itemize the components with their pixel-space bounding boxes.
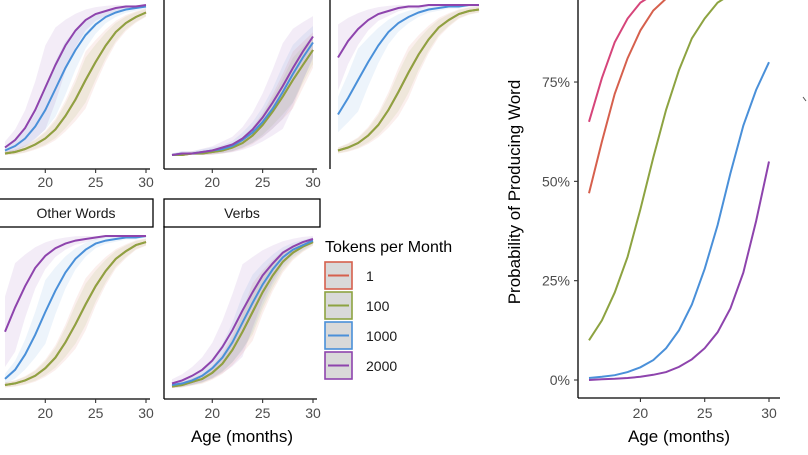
x-tick-label: 20: [204, 174, 220, 190]
x-tick-label: 30: [305, 405, 321, 421]
facet-panel-4: 20 25 30: [163, 226, 321, 421]
y-tick-label: 50%: [542, 173, 570, 189]
series-line-1000: [171, 239, 314, 386]
x-tick-label: 25: [88, 405, 104, 421]
right-panel: 0% 25% 50% 75% 20 25 30: [542, 0, 807, 421]
series-line-unlabeled: [588, 0, 647, 123]
series-line-1: [588, 0, 667, 194]
ribbon-100: [5, 8, 146, 156]
ribbon-100: [5, 238, 146, 388]
ribbon-1: [338, 6, 479, 154]
series-line-100: [171, 241, 314, 388]
series-line-1000: [4, 235, 147, 380]
series-line-1000: [4, 5, 147, 152]
series-line-1000: [337, 4, 479, 116]
legend-label-1000: 1000: [366, 328, 397, 344]
series-line-1000: [588, 61, 770, 379]
facet-panel-1: 20 25 30: [163, 0, 321, 190]
series-line-2000: [4, 4, 147, 149]
x-tick-label: 30: [138, 405, 154, 421]
legend-label-100: 100: [366, 298, 390, 314]
x-tick-label: 20: [633, 405, 649, 421]
facet-panel-0: 20 25 30: [0, 4, 154, 190]
legend-title: Tokens per Month: [325, 239, 452, 256]
ribbon-1: [5, 238, 146, 388]
ribbon-1000: [338, 5, 479, 133]
series-line-2000: [588, 161, 770, 381]
x-tick-label: 30: [138, 174, 154, 190]
series-line-100: [4, 11, 147, 155]
facet-strip-other-words: Other Words: [0, 198, 154, 228]
edge-mark: [802, 96, 807, 102]
ribbon-100: [172, 35, 313, 155]
x-tick-label: 25: [88, 174, 104, 190]
x-tick-label: 30: [305, 174, 321, 190]
ribbon-100: [172, 238, 313, 388]
series-line-2000: [4, 235, 146, 333]
right-panel-lines: [588, 0, 770, 381]
facet-title-other-words: Other Words: [36, 205, 115, 221]
x-tick-label: 20: [37, 174, 53, 190]
x-tick-label: 25: [697, 405, 713, 421]
ribbon-1: [5, 8, 146, 155]
series-line-2000: [171, 35, 314, 156]
facet-panel-2: [329, 0, 480, 169]
ribbon-2000: [5, 236, 146, 367]
y-tick-label: 25%: [542, 273, 570, 289]
x-tick-label: 20: [37, 405, 53, 421]
y-axis-title-right: Probability of Producing Word: [505, 80, 524, 305]
ribbon-100: [338, 6, 479, 154]
x-axis-title-left: Age (months): [191, 427, 293, 446]
series-line-100: [337, 8, 480, 152]
x-axis-title-right: Age (months): [628, 427, 730, 446]
facet-panel-3: 20 25 30: [0, 235, 154, 421]
x-tick-label: 25: [255, 405, 271, 421]
ribbon-1000: [172, 26, 313, 155]
legend-label-2000: 2000: [366, 358, 397, 374]
x-tick-label: 20: [204, 405, 220, 421]
x-tick-label: 25: [255, 174, 271, 190]
legend: Tokens per Month 1 100 1000 2000: [324, 239, 452, 380]
series-line-2000: [337, 4, 479, 59]
y-tick-label: 0%: [550, 372, 570, 388]
legend-label-1: 1: [366, 268, 374, 284]
series-line-100: [588, 0, 724, 341]
ribbon-1: [172, 238, 313, 388]
ribbon-1000: [5, 236, 146, 384]
series-line-100: [4, 241, 147, 386]
x-tick-label: 30: [761, 405, 777, 421]
facet-title-verbs: Verbs: [224, 205, 260, 221]
ribbon-2000: [172, 16, 313, 155]
series-line-2000: [171, 238, 314, 385]
facet-strip-verbs: Verbs: [163, 198, 321, 228]
y-tick-label: 75%: [542, 74, 570, 90]
